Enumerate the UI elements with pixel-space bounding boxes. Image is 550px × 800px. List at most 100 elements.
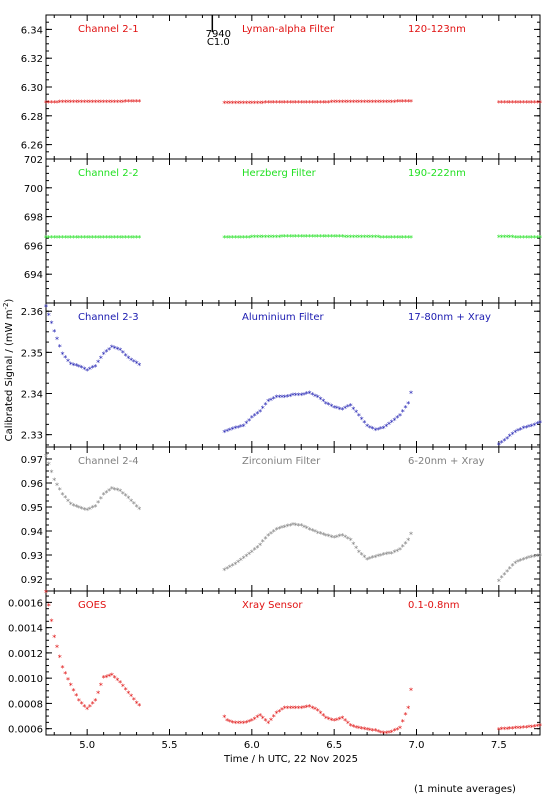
data-point: *	[261, 538, 265, 547]
data-point: *	[277, 394, 281, 403]
data-point: *	[305, 704, 309, 713]
data-point: *	[242, 422, 246, 431]
data-point: *	[118, 98, 122, 107]
data-point: *	[340, 233, 344, 242]
data-point: *	[387, 234, 391, 243]
data-point: *	[349, 722, 353, 731]
data-point: *	[135, 503, 139, 512]
data-point: *	[360, 725, 364, 734]
data-point: *	[91, 700, 95, 709]
data-point: *	[66, 676, 70, 685]
y-tick-label: 0.96	[21, 479, 43, 490]
y-tick-label: 2.36	[21, 307, 43, 318]
data-point: *	[49, 618, 53, 627]
data-point: *	[47, 602, 51, 611]
data-point: *	[305, 525, 309, 534]
data-point: *	[382, 424, 386, 433]
data-point: *	[124, 98, 128, 107]
data-point: *	[351, 233, 355, 242]
data-point: *	[137, 234, 141, 243]
data-point: *	[113, 674, 117, 683]
data-point: *	[310, 704, 314, 713]
data-point: *	[85, 234, 89, 243]
data-point: *	[242, 720, 246, 729]
data-point: *	[110, 485, 114, 494]
data-point: *	[77, 504, 81, 513]
data-point: *	[272, 713, 276, 722]
panel-band-label: 0.1-0.8nm	[408, 600, 460, 611]
data-point: *	[121, 683, 125, 692]
data-point: *	[99, 98, 103, 107]
data-point: *	[258, 99, 262, 108]
data-point: *	[516, 99, 520, 108]
data-point: *	[327, 401, 331, 410]
data-point: *	[107, 234, 111, 243]
data-point: *	[379, 552, 383, 561]
data-point: *	[511, 725, 515, 734]
panels-group: 6.26 6.28 6.30 6.32 6.34 Channel 2-1 Lyman-alp…	[8, 14, 542, 751]
data-point: *	[58, 343, 62, 352]
data-point: *	[225, 565, 229, 574]
data-point: *	[382, 551, 386, 560]
data-point: *	[93, 234, 97, 243]
data-point: *	[321, 531, 325, 540]
data-point: *	[343, 717, 347, 726]
panel-channel-label: Channel 2-3	[78, 312, 139, 323]
data-point: *	[124, 234, 128, 243]
data-point: *	[272, 528, 276, 537]
x-tick-label: 5.0	[79, 740, 95, 751]
data-point: *	[505, 99, 509, 108]
data-point: *	[338, 233, 342, 242]
data-point: *	[115, 345, 119, 354]
data-point: *	[538, 99, 542, 108]
data-point: *	[404, 98, 408, 107]
data-point: *	[324, 233, 328, 242]
data-series: * * * * * * * * * * * * * * * * * * * * * * * * * * * * * * * * * * * * * * * *…	[44, 453, 542, 587]
data-point: *	[519, 557, 523, 566]
y-tick-label: 6.26	[21, 141, 43, 152]
data-point: *	[286, 704, 290, 713]
data-point: *	[96, 359, 100, 368]
data-point: *	[66, 497, 70, 506]
data-point: *	[360, 551, 364, 560]
data-point: *	[233, 561, 237, 570]
data-point: *	[527, 99, 531, 108]
data-point: *	[58, 654, 62, 663]
y-axis-title: Calibrated Signal / (mW m-2)	[2, 299, 15, 442]
data-point: *	[404, 711, 408, 720]
data-point: *	[225, 717, 229, 726]
x-tick-label: 7.0	[409, 740, 425, 751]
panel-band-label: 120-123nm	[408, 24, 466, 35]
data-point: *	[71, 687, 75, 696]
data-point: *	[49, 320, 53, 329]
data-point: *	[508, 725, 512, 734]
data-point: *	[302, 99, 306, 108]
data-point: *	[91, 98, 95, 107]
data-point: *	[250, 717, 254, 726]
data-point: *	[340, 715, 344, 724]
data-point: *	[376, 426, 380, 435]
data-point: *	[362, 98, 366, 107]
data-point: *	[329, 716, 333, 725]
data-point: *	[533, 421, 537, 430]
y-tick-label: 0.94	[21, 527, 43, 538]
data-point: *	[253, 99, 257, 108]
y-tick-label: 0.92	[21, 575, 43, 586]
data-point: *	[80, 234, 84, 243]
data-point: *	[266, 720, 270, 729]
data-point: *	[387, 550, 391, 559]
data-point: *	[288, 522, 292, 531]
data-point: *	[307, 99, 311, 108]
data-point: *	[299, 233, 303, 242]
panel-channel-label: Channel 2-4	[78, 456, 139, 467]
data-point: *	[228, 718, 232, 727]
data-point: *	[395, 547, 399, 556]
data-point: *	[373, 234, 377, 243]
data-point: *	[244, 719, 248, 728]
data-point: *	[233, 424, 237, 433]
data-point: *	[291, 233, 295, 242]
x-tick-label: 5.5	[162, 740, 178, 751]
data-point: *	[77, 697, 81, 706]
